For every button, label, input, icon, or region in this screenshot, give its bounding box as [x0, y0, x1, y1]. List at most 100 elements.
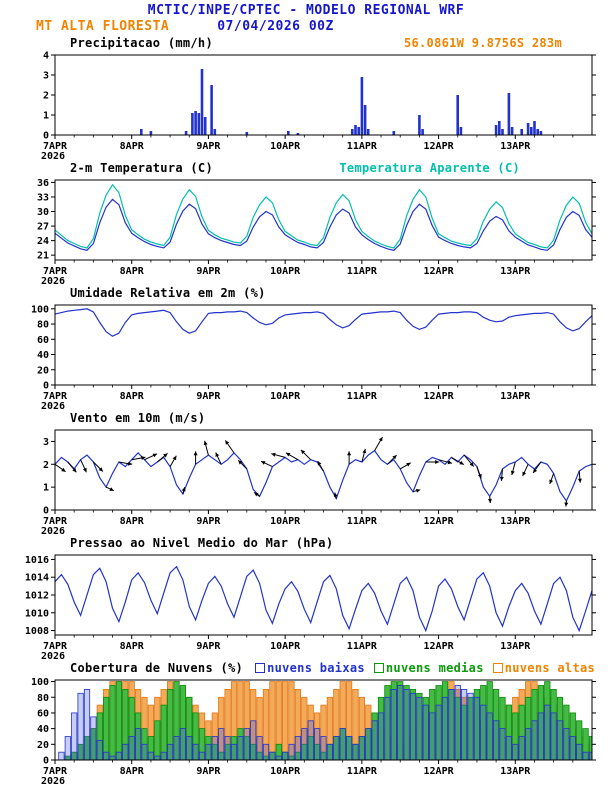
panel-clouds: Cobertura de Nuvens (%) nuvens baixas nu… — [0, 660, 612, 785]
svg-text:8APR: 8APR — [120, 516, 145, 527]
svg-text:30: 30 — [37, 207, 49, 218]
svg-text:0: 0 — [43, 131, 49, 142]
svg-text:7APR: 7APR — [43, 141, 68, 152]
legend-apparent-temperature: Temperatura Aparente (C) — [339, 160, 520, 175]
svg-text:13APR: 13APR — [500, 141, 531, 152]
svg-text:7APR: 7APR — [43, 641, 68, 652]
panel-title-pressure: Pressao ao Nivel Medio do Mar (hPa) — [70, 535, 334, 550]
svg-text:8APR: 8APR — [120, 266, 145, 277]
svg-text:11APR: 11APR — [347, 766, 378, 777]
svg-text:4: 4 — [43, 51, 49, 62]
svg-text:12APR: 12APR — [424, 141, 455, 152]
svg-text:10APR: 10APR — [270, 766, 301, 777]
legend-item-low-clouds: nuvens baixas — [255, 661, 365, 675]
svg-text:80: 80 — [37, 320, 49, 331]
run-datetime: 07/04/2026 00Z — [217, 19, 334, 34]
svg-text:3: 3 — [43, 71, 49, 82]
svg-text:11APR: 11APR — [347, 266, 378, 277]
svg-text:36: 36 — [37, 178, 49, 189]
svg-text:12APR: 12APR — [424, 766, 455, 777]
svg-text:2026: 2026 — [41, 401, 65, 410]
legend-swatch-low-clouds — [255, 662, 266, 673]
panel-precipitation-title-row: Precipitacao (mm/h) 56.0861W 9.8756S 283… — [0, 35, 612, 50]
panel-humidity: Umidade Relativa em 2m (%) 0 20 40 60 80 100 7… — [0, 285, 612, 410]
svg-text:80: 80 — [37, 693, 49, 704]
svg-text:7APR: 7APR — [43, 766, 68, 777]
clouds-legend: nuvens baixas nuvens medias nuvens altas — [255, 661, 595, 675]
legend-item-mid-clouds: nuvens medias — [373, 660, 484, 675]
svg-text:8APR: 8APR — [120, 141, 145, 152]
station-name: MT ALTA FLORESTA — [36, 19, 170, 34]
svg-text:7APR: 7APR — [43, 516, 68, 527]
svg-text:1: 1 — [43, 111, 49, 122]
svg-text:1: 1 — [43, 483, 49, 494]
legend-label-high-clouds: nuvens altas — [504, 660, 596, 675]
svg-text:13APR: 13APR — [500, 766, 531, 777]
page-title: MCTIC/INPE/CPTEC - MODELO REGIONAL WRF — [147, 3, 465, 18]
svg-text:10APR: 10APR — [270, 641, 301, 652]
svg-text:24: 24 — [37, 236, 49, 247]
svg-text:12APR: 12APR — [424, 391, 455, 402]
panel-title-temperature: 2-m Temperatura (C) — [70, 160, 213, 175]
svg-text:9APR: 9APR — [196, 266, 221, 277]
svg-text:10APR: 10APR — [270, 516, 301, 527]
svg-text:33: 33 — [37, 192, 49, 203]
svg-text:0: 0 — [43, 381, 49, 392]
svg-text:1010: 1010 — [25, 608, 49, 619]
legend-swatch-high-clouds — [492, 662, 503, 673]
svg-text:13APR: 13APR — [500, 641, 531, 652]
svg-text:8APR: 8APR — [120, 766, 145, 777]
svg-text:9APR: 9APR — [196, 516, 221, 527]
svg-text:2026: 2026 — [41, 276, 65, 285]
svg-text:7APR: 7APR — [43, 391, 68, 402]
legend-label-mid-clouds: nuvens medias — [385, 660, 484, 675]
panel-precipitation: Precipitacao (mm/h) 56.0861W 9.8756S 283… — [0, 35, 612, 160]
svg-text:2026: 2026 — [41, 776, 65, 785]
svg-text:2: 2 — [43, 91, 49, 102]
svg-text:27: 27 — [37, 222, 49, 233]
header-subrow: MT ALTA FLORESTA 07/04/2026 00Z — [0, 19, 612, 35]
svg-text:11APR: 11APR — [347, 516, 378, 527]
svg-text:11APR: 11APR — [347, 391, 378, 402]
svg-text:9APR: 9APR — [196, 641, 221, 652]
svg-text:0: 0 — [43, 506, 49, 517]
panel-clouds-title-row: Cobertura de Nuvens (%) nuvens baixas nu… — [0, 660, 612, 675]
svg-text:20: 20 — [37, 740, 49, 751]
svg-text:11APR: 11APR — [347, 141, 378, 152]
svg-text:1008: 1008 — [25, 626, 49, 637]
svg-text:7APR: 7APR — [43, 266, 68, 277]
panel-title-humidity: Umidade Relativa em 2m (%) — [70, 285, 266, 300]
legend-swatch-mid-clouds — [373, 662, 384, 673]
svg-text:0: 0 — [43, 756, 49, 767]
svg-text:40: 40 — [37, 724, 49, 735]
svg-text:11APR: 11APR — [347, 641, 378, 652]
svg-text:13APR: 13APR — [500, 266, 531, 277]
legend-label-low-clouds: nuvens baixas — [267, 660, 365, 675]
svg-text:60: 60 — [37, 335, 49, 346]
svg-text:20: 20 — [37, 365, 49, 376]
panel-humidity-title-row: Umidade Relativa em 2m (%) — [0, 285, 612, 300]
svg-text:9APR: 9APR — [196, 391, 221, 402]
svg-text:2026: 2026 — [41, 651, 65, 660]
svg-text:13APR: 13APR — [500, 391, 531, 402]
panel-title-wind: Vento em 10m (m/s) — [70, 410, 206, 425]
svg-text:12APR: 12APR — [424, 266, 455, 277]
panel-pressure-title-row: Pressao ao Nivel Medio do Mar (hPa) — [0, 535, 612, 550]
svg-text:8APR: 8APR — [120, 391, 145, 402]
panel-wind-title-row: Vento em 10m (m/s) — [0, 410, 612, 425]
svg-text:100: 100 — [31, 677, 49, 688]
panel-wind: Vento em 10m (m/s) 0 1 2 3 7APR 2026 8APR 9APR 1… — [0, 410, 612, 535]
panel-title-precipitation: Precipitacao (mm/h) — [70, 35, 213, 50]
svg-text:9APR: 9APR — [196, 766, 221, 777]
svg-text:21: 21 — [37, 251, 49, 262]
legend-item-high-clouds: nuvens altas — [492, 660, 596, 675]
svg-text:2: 2 — [43, 460, 49, 471]
svg-text:1012: 1012 — [25, 591, 49, 602]
